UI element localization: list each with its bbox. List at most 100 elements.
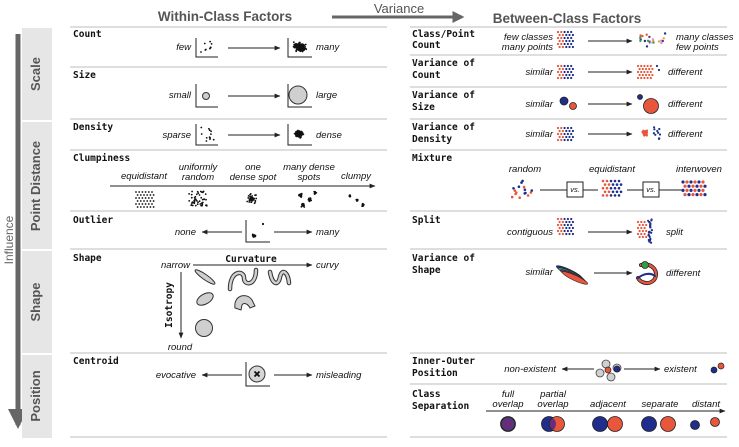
vc-right-point — [651, 67, 654, 71]
density-sparse-point — [200, 133, 203, 135]
mixture-interwoven-point — [687, 184, 691, 188]
clump-random-point — [201, 198, 204, 201]
var-density-different-dots — [641, 126, 662, 140]
clump-random-point — [195, 198, 197, 201]
vc-left-point — [560, 64, 563, 68]
sep-distant-label: distant — [692, 399, 720, 410]
density-sparse-point — [210, 133, 212, 136]
vc-right-point — [648, 67, 651, 71]
category-bars — [22, 28, 52, 438]
split-right-point — [638, 229, 641, 233]
io-gray-3 — [606, 372, 616, 382]
cpc-left-point — [558, 45, 561, 49]
size-small-plot — [195, 84, 218, 108]
clump-equidistant-point — [136, 194, 139, 196]
count-high-label: many — [316, 42, 340, 53]
var-count-similar-dots — [556, 64, 575, 80]
count-many-point — [302, 44, 305, 47]
vd-left-point — [560, 126, 563, 130]
vd-left-point — [563, 138, 566, 142]
shape-title: Shape — [73, 253, 102, 264]
outlier-point — [261, 222, 265, 226]
cpc-left-point — [566, 42, 570, 46]
mixture-equidistant-point — [603, 190, 607, 194]
outlier-low-label: none — [175, 227, 196, 238]
class-sep-title-1: Class — [412, 389, 441, 400]
vd-left-point — [556, 126, 560, 130]
split-left-point — [560, 223, 563, 227]
cpc-few-classes-dots — [556, 30, 575, 49]
centroid-cross-icon — [253, 370, 261, 378]
clump-equidistant-point — [138, 197, 141, 199]
outlier-cluster-point — [252, 234, 255, 237]
density-dense-plot — [287, 124, 312, 146]
vc-right-point — [657, 68, 661, 72]
shape-narrow-label: narrow — [161, 260, 191, 271]
mixture-vs-1: vs. — [570, 185, 580, 194]
clump-equidistant-point — [152, 194, 155, 196]
cpc-left-point — [570, 42, 573, 46]
vd-right-point — [653, 128, 656, 131]
within-count-row: Count few many — [73, 29, 340, 58]
mixture-equidistant-point — [607, 190, 611, 194]
count-few-point — [205, 48, 207, 51]
shape-round-label: round — [168, 342, 193, 353]
split-right-point — [640, 220, 643, 224]
var-shape-high-label: different — [666, 268, 701, 279]
density-sparse-point — [210, 130, 213, 133]
clump-equidistant-point — [135, 197, 137, 199]
split-left-point — [556, 223, 560, 227]
sep-adjacent-label: adjacent — [590, 399, 626, 410]
mixture-equidistant-point — [605, 179, 609, 183]
vd-right-point — [658, 137, 661, 140]
vd-left-point — [558, 129, 561, 133]
mixture-interwoven-point — [689, 188, 693, 192]
split-left-point — [570, 217, 573, 221]
mixture-interwoven-point — [683, 184, 687, 188]
clump-one-spot-point — [248, 201, 251, 203]
split-right-point — [643, 232, 646, 236]
round-circle — [195, 319, 213, 337]
cpc-left-point — [556, 42, 560, 46]
split-title: Split — [412, 215, 441, 226]
mixture-interwoven-point — [681, 188, 685, 192]
clump-equidistant-point — [141, 191, 144, 193]
mixture-equidistant-point — [611, 190, 615, 194]
clump-random-point — [194, 204, 197, 207]
density-sparse-point — [205, 137, 208, 139]
size-small-circle — [202, 92, 210, 100]
between-class-separation-row: Class Separation full overlap partial ov… — [412, 389, 726, 432]
clump-clumpy-label: clumpy — [341, 171, 372, 182]
vd-left-point — [561, 129, 565, 133]
mixture-interwoven-point — [685, 188, 689, 192]
clump-many-spots-point — [300, 205, 303, 208]
clump-clumpy-point — [348, 195, 351, 197]
vc-left-point — [568, 67, 571, 71]
clump-one-spot-label-1: one — [245, 162, 261, 173]
cpc-right-point — [652, 41, 655, 44]
outlier-dots — [251, 222, 265, 238]
vd-right-point — [645, 129, 648, 132]
vc-right-point — [643, 70, 646, 74]
mixture-interwoven-point — [693, 188, 697, 192]
vc-left-point — [558, 73, 561, 77]
between-variance-density-row: Variance of Density similar different — [412, 122, 703, 145]
class-sep-title-2: Separation — [412, 401, 469, 412]
split-left-point — [568, 220, 571, 224]
var-size-different-blue — [637, 94, 643, 100]
sep-distant-orange — [710, 417, 720, 427]
cpc-left-point — [570, 36, 573, 40]
vc-right-point — [649, 64, 652, 68]
mixture-interwoven-point — [699, 184, 703, 188]
vc-right-point — [643, 76, 646, 80]
count-many-plot — [287, 38, 312, 58]
mixture-interwoven-point — [703, 184, 707, 188]
count-many-point — [295, 50, 298, 53]
cpc-right-point — [660, 41, 663, 45]
density-sparse-point — [208, 129, 211, 132]
vd-right-point — [644, 131, 647, 134]
clump-equidistant-point — [135, 203, 137, 205]
mixture-interwoven-point — [681, 180, 685, 184]
cpc-right-point — [639, 36, 642, 39]
